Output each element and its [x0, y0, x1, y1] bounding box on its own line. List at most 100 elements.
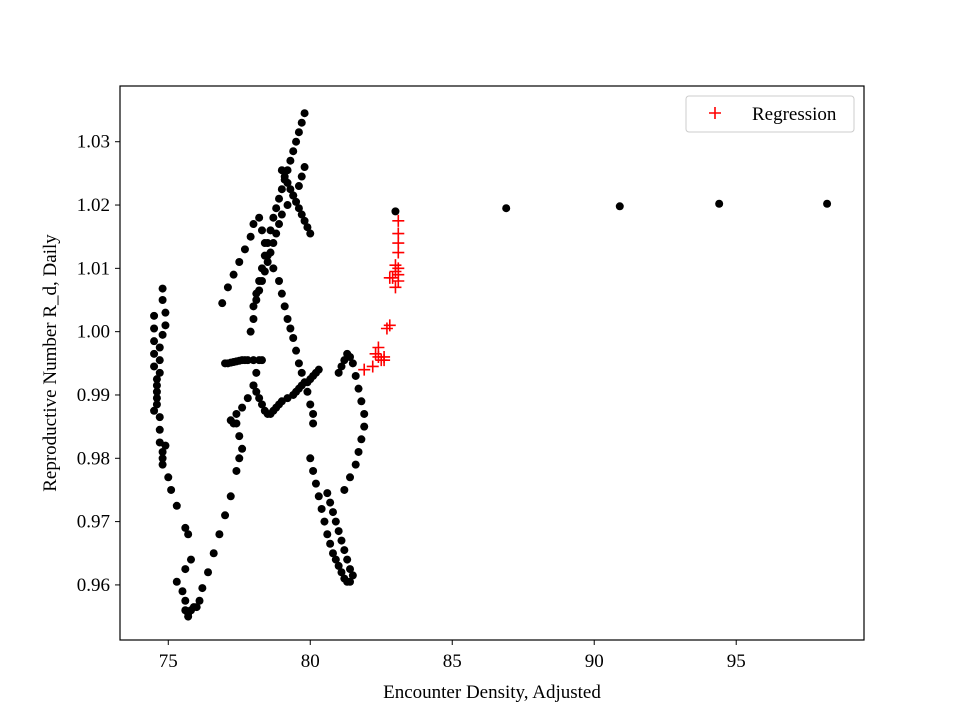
data-point [223, 283, 232, 292]
data-point [348, 571, 357, 580]
data-point [292, 346, 301, 355]
regression-point [380, 322, 393, 335]
data-point [249, 220, 258, 229]
data-point [252, 296, 261, 305]
data-point [340, 546, 349, 555]
plot-frame [119, 85, 865, 641]
data-point [218, 299, 227, 308]
data-point [152, 375, 161, 384]
data-point [326, 498, 335, 507]
data-point [289, 333, 298, 342]
data-point [502, 204, 511, 213]
legend-label-regression: Regression [752, 104, 837, 125]
data-point [161, 441, 170, 450]
x-axis-ticks: 75 80 85 90 95 [159, 640, 746, 672]
data-point [226, 492, 235, 501]
y-tick-label: 1.03 [77, 132, 110, 153]
data-point [266, 248, 275, 257]
data-point [340, 356, 349, 365]
data-point [172, 577, 181, 586]
regression-point [358, 363, 371, 376]
data-point [181, 523, 190, 532]
regression-point [392, 227, 405, 240]
data-point [221, 359, 230, 368]
data-point [257, 400, 266, 409]
data-point [158, 284, 167, 293]
data-point [155, 425, 164, 434]
regression-point [389, 259, 402, 272]
data-point [255, 356, 264, 365]
data-point [354, 384, 363, 393]
data-point [300, 216, 309, 225]
data-point [275, 194, 284, 203]
data-point [167, 485, 176, 494]
legend-box [685, 95, 855, 133]
data-point [306, 229, 315, 238]
regression-point [366, 360, 379, 373]
data-point [158, 460, 167, 469]
data-point [323, 489, 332, 498]
data-point [351, 371, 360, 380]
data-point [297, 118, 306, 127]
data-point [255, 394, 264, 403]
legend: Regression [685, 95, 855, 133]
data-point [283, 314, 292, 323]
data-point [346, 577, 355, 586]
data-point [192, 603, 201, 612]
data-point [269, 239, 278, 248]
y-tick-label: 0.97 [77, 512, 110, 533]
x-tick-label: 95 [727, 651, 746, 672]
data-point [158, 296, 167, 305]
data-point [152, 394, 161, 403]
data-point [269, 264, 278, 273]
data-point [255, 286, 264, 295]
data-point [348, 359, 357, 368]
regression-point [389, 281, 402, 294]
data-point [161, 308, 170, 317]
data-point [150, 349, 159, 358]
data-point [300, 163, 309, 172]
data-point [331, 555, 340, 564]
data-point [294, 204, 303, 213]
data-point [297, 368, 306, 377]
data-point [326, 539, 335, 548]
data-point [155, 343, 164, 352]
data-point [314, 492, 323, 501]
y-tick-label: 1.00 [77, 322, 110, 343]
data-point [323, 530, 332, 539]
data-point [172, 501, 181, 510]
y-tick-label: 0.99 [77, 385, 110, 406]
data-point [314, 365, 323, 374]
data-point [340, 485, 349, 494]
y-axis-label: Reproductive Number R_d, Daily [40, 234, 61, 492]
data-point [317, 504, 326, 513]
data-point [195, 596, 204, 605]
data-point [257, 226, 266, 235]
regression-point [386, 271, 399, 284]
regression-point [369, 347, 382, 360]
y-tick-label: 1.01 [77, 258, 110, 279]
data-point [260, 267, 269, 276]
data-point [334, 527, 343, 536]
y-tick-label: 1.02 [77, 195, 110, 216]
data-point [249, 314, 258, 323]
data-point [309, 419, 318, 428]
data-point [283, 178, 292, 187]
data-point [286, 185, 295, 194]
data-point [292, 137, 301, 146]
x-tick-label: 90 [585, 651, 604, 672]
data-point [272, 204, 281, 213]
data-point [226, 416, 235, 425]
data-point [337, 362, 346, 371]
data-point [823, 199, 832, 208]
data-point [150, 362, 159, 371]
data-point [277, 185, 286, 194]
data-point [303, 387, 312, 396]
data-point [615, 202, 624, 211]
data-point [277, 289, 286, 298]
data-point [235, 454, 244, 463]
data-point [334, 368, 343, 377]
data-point [309, 409, 318, 418]
data-point [283, 201, 292, 210]
